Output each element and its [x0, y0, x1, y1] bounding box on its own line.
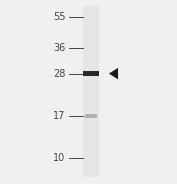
Bar [89, 6, 90, 177]
Bar [88, 6, 89, 177]
Bar [87, 6, 88, 177]
Text: 55: 55 [53, 12, 65, 22]
Text: 36: 36 [53, 43, 65, 53]
Polygon shape [109, 68, 118, 79]
Bar [97, 6, 98, 177]
Bar [95, 6, 96, 177]
Bar [90, 6, 91, 177]
Bar [83, 6, 99, 177]
Bar [85, 114, 97, 118]
Bar [83, 71, 99, 76]
Text: 10: 10 [53, 153, 65, 163]
Bar [93, 6, 94, 177]
Bar [98, 6, 99, 177]
Bar [84, 6, 85, 177]
Text: 28: 28 [53, 69, 65, 79]
Bar [94, 6, 95, 177]
Bar [91, 6, 92, 177]
Bar [83, 6, 84, 177]
Bar [92, 6, 93, 177]
Bar [85, 6, 86, 177]
Text: 17: 17 [53, 111, 65, 121]
Bar [86, 6, 87, 177]
Bar [96, 6, 97, 177]
